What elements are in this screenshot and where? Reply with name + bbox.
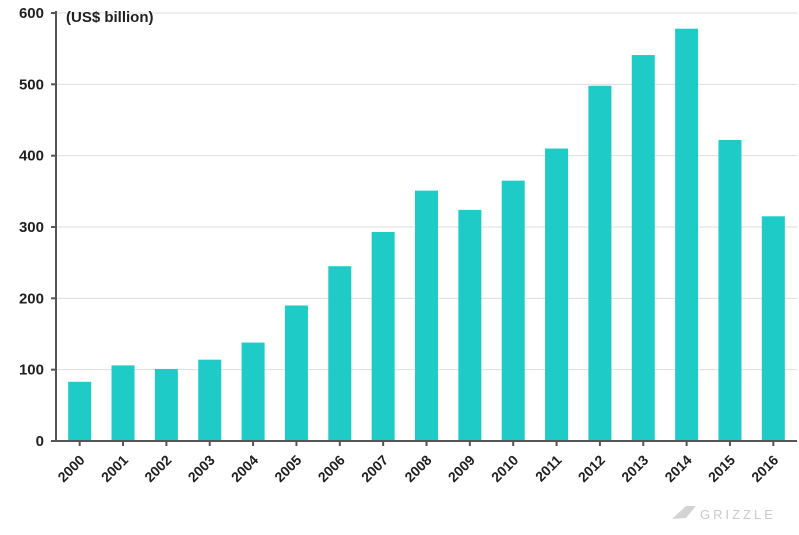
x-tick-label-2008: 2008 — [401, 452, 434, 485]
bar-2012 — [588, 85, 612, 441]
bar-2007 — [371, 231, 395, 441]
bar-2005 — [284, 305, 308, 441]
x-tick-label-2002: 2002 — [141, 452, 174, 485]
bar-2010 — [501, 180, 525, 441]
watermark-text: GRIZZLE — [700, 507, 776, 522]
y-tick-label: 100 — [19, 362, 44, 379]
x-tick-label-2009: 2009 — [445, 452, 478, 485]
x-tick-label-2007: 2007 — [358, 452, 391, 485]
bar-2013 — [631, 55, 655, 441]
unit-label: (US$ billion) — [66, 9, 154, 26]
watermark: GRIZZLE — [672, 506, 776, 522]
y-tick-label: 500 — [19, 76, 44, 93]
bar-2000 — [68, 381, 92, 441]
bars — [68, 28, 785, 442]
y-tick-label: 0 — [36, 433, 44, 450]
bar-2006 — [328, 266, 352, 441]
x-tick-label-2006: 2006 — [315, 452, 348, 485]
x-tick-label-2011: 2011 — [532, 452, 565, 485]
x-tick-label-2013: 2013 — [618, 452, 651, 485]
y-tick-label: 600 — [19, 5, 44, 22]
x-tick-labels: 2000 2001 2002 2003 2004 2005 2006 2007 2008 2009… — [54, 441, 782, 485]
x-tick-label-2016: 2016 — [748, 452, 781, 485]
x-tick-label-2010: 2010 — [488, 452, 521, 485]
bar-2009 — [458, 209, 482, 441]
bar-2011 — [545, 148, 569, 442]
bar-2008 — [415, 190, 438, 441]
bar-2004 — [241, 342, 265, 441]
y-tick-labels: 0 100 200 300 400 500 600 — [19, 5, 56, 450]
bar-2001 — [111, 365, 135, 441]
bar-2002 — [154, 368, 178, 441]
y-tick-label: 400 — [19, 148, 44, 165]
bar-2016 — [761, 216, 785, 441]
y-tick-label: 300 — [19, 219, 44, 236]
bar-2015 — [718, 139, 742, 441]
x-tick-label-2004: 2004 — [228, 452, 261, 485]
x-tick-label-2015: 2015 — [705, 452, 738, 485]
y-tick-label: 200 — [19, 290, 44, 307]
x-tick-label-2012: 2012 — [575, 452, 608, 485]
x-tick-label-2003: 2003 — [185, 452, 218, 485]
x-tick-label-2000: 2000 — [54, 452, 87, 485]
x-tick-label-2014: 2014 — [661, 452, 694, 485]
grizzle-logo-icon — [672, 506, 696, 519]
x-tick-label-2005: 2005 — [271, 452, 304, 485]
bar-2014 — [675, 28, 699, 442]
bar-2003 — [198, 359, 222, 441]
x-tick-label-2001: 2001 — [98, 452, 131, 485]
